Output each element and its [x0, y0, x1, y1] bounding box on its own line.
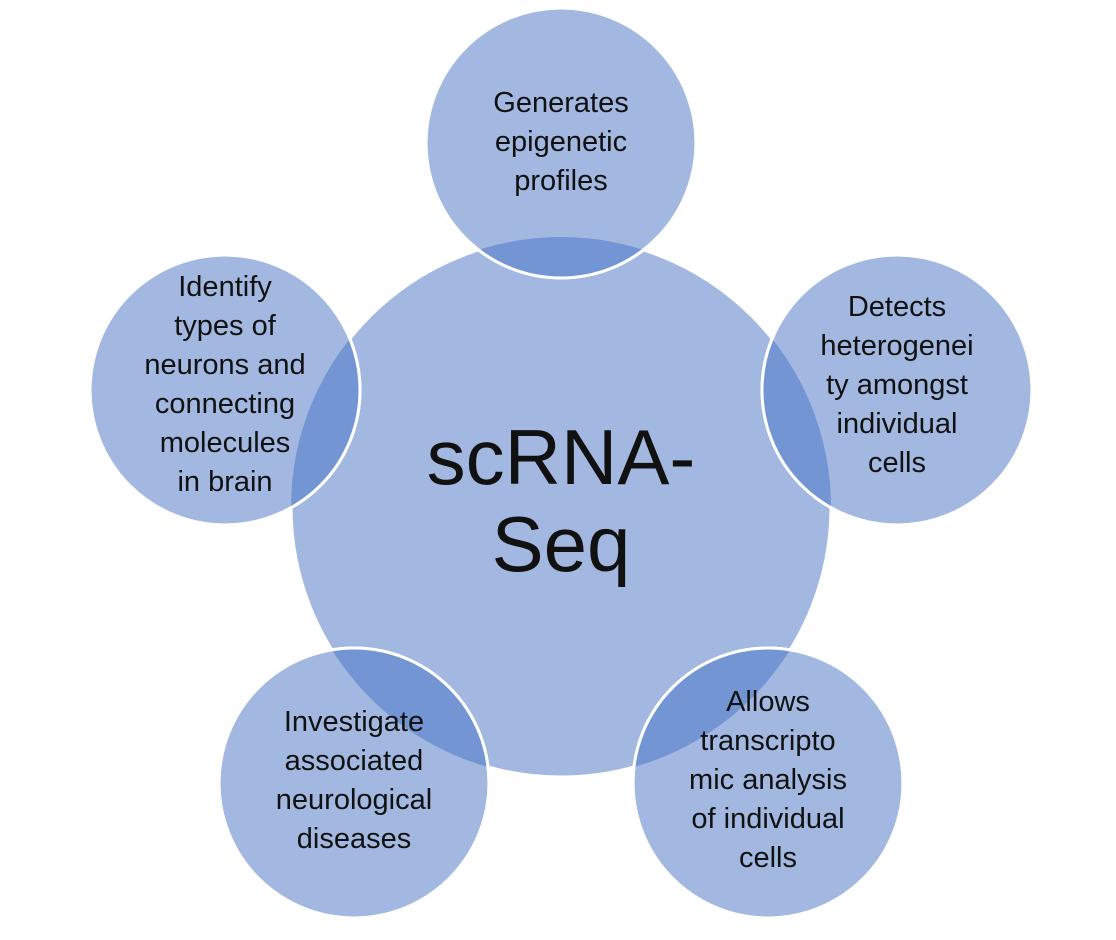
satellite-label-bottom-left: Investigate associated neurological dise… — [275, 706, 433, 855]
circle-outlines — [88, 6, 1034, 920]
center-label: scRNA- Seq — [426, 413, 696, 589]
satellite-label-bottom-right: Allows transcripto mic analysis of indiv… — [689, 686, 847, 874]
satellite-label-top: Generates epigenetic profiles — [493, 87, 629, 197]
satellite-label-left: Identify types of neurons and connecting… — [144, 271, 306, 498]
overlap-bottom-right — [633, 648, 831, 777]
overlap-bottom-left — [291, 648, 489, 777]
satellite-label-right: Detects heterogenei ty amongst individua… — [820, 291, 974, 479]
